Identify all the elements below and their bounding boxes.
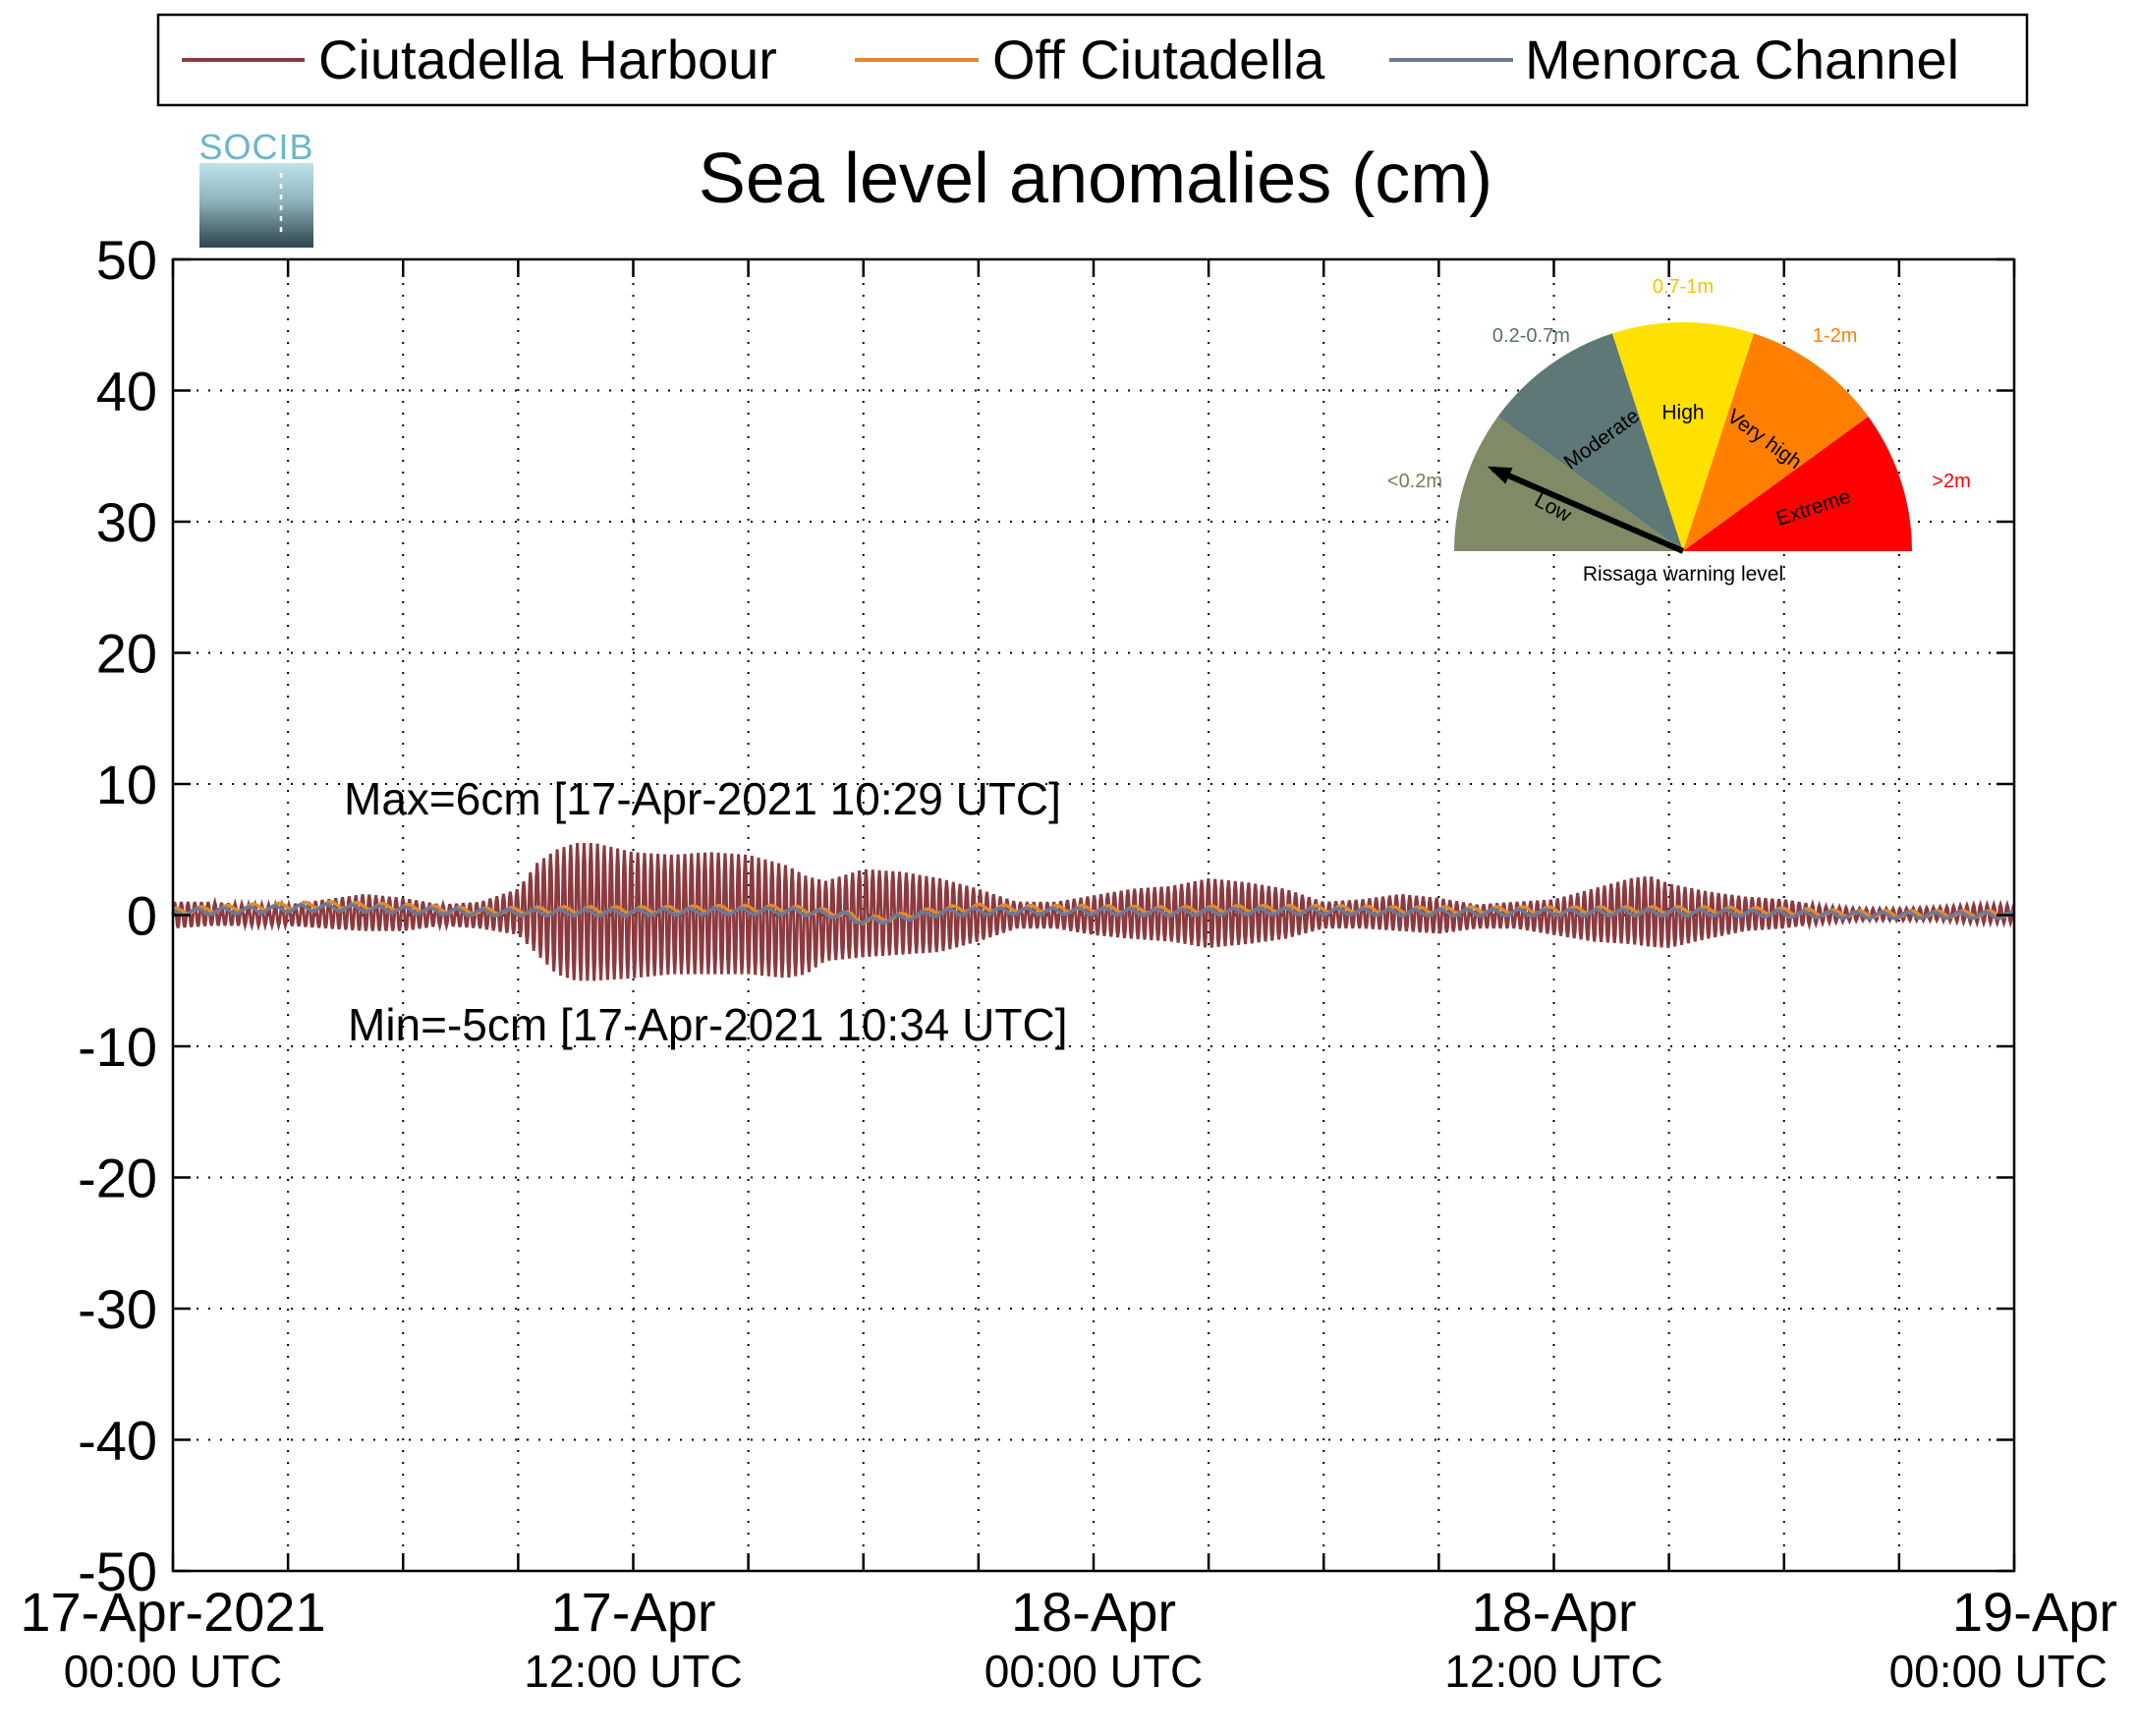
legend: Ciutadella Harbour Off Ciutadella Menorc… [156, 13, 2029, 107]
y-tick-label: 20 [96, 623, 157, 685]
min-annotation: Min=-5cm [17-Apr-2021 10:34 UTC] [348, 999, 1067, 1050]
series-line-menorca-channel [172, 902, 2015, 925]
x-tick-time: 00:00 UTC [1889, 1646, 2108, 1697]
grid [173, 259, 2014, 1571]
x-tick-time: 00:00 UTC [984, 1646, 1203, 1697]
chart-title: Sea level anomalies (cm) [699, 140, 1492, 218]
gauge-range-high: 0.7-1m [1653, 276, 1714, 298]
gauge-sector-high [1612, 321, 1754, 551]
x-tick-date: 17-Apr-2021 [20, 1581, 325, 1643]
gauge-needle-arrowhead [1487, 466, 1513, 484]
gauge-sector-very-high [1683, 333, 1869, 551]
gauge-range-moderate: 0.2-0.7m [1492, 325, 1570, 347]
y-tick-label: 40 [96, 361, 157, 422]
gauge-range-very-high: 1-2m [1813, 325, 1858, 347]
gauge-sector-moderate [1497, 333, 1683, 551]
x-tick-time: 00:00 UTC [64, 1646, 282, 1697]
gauge-sector-low [1454, 417, 1683, 551]
max-annotation: Max=6cm [17-Apr-2021 10:29 UTC] [344, 773, 1061, 824]
x-tick-time: 12:00 UTC [1444, 1646, 1662, 1697]
legend-box [156, 13, 2029, 107]
y-tick-label: -10 [78, 1016, 157, 1078]
series-line-ciutadella-harbour [171, 843, 2016, 981]
socib-logo-text: SOCIB [198, 127, 313, 167]
x-tick-date: 18-Apr [1471, 1581, 1636, 1643]
gauge-title: Rissaga warning level [1583, 563, 1783, 586]
series-layer [171, 843, 2016, 981]
y-tick-label: -50 [78, 1540, 157, 1602]
y-tick-label: -20 [78, 1148, 157, 1209]
x-tick-time: 12:00 UTC [524, 1646, 742, 1697]
gauge-range-extreme: >2m [1932, 471, 1970, 492]
y-tick-label: 50 [96, 229, 157, 291]
x-tick-date: 19-Apr [1952, 1581, 2117, 1643]
y-tick-label: 30 [96, 491, 157, 553]
axis-ticks [171, 257, 2016, 1573]
y-tick-labels: -50 -40 -30 -20 -10 0 10 20 30 40 50 [78, 229, 157, 1602]
x-tick-date: 18-Apr [1011, 1581, 1176, 1643]
y-tick-label: -30 [78, 1278, 157, 1340]
legend-label-menorca-channel: Menorca Channel [1525, 28, 1959, 90]
y-tick-label: -40 [78, 1410, 157, 1472]
legend-label-ciutadella-harbour: Ciutadella Harbour [318, 28, 777, 90]
legend-label-off-ciutadella: Off Ciutadella [992, 28, 1325, 90]
y-tick-label: 10 [96, 754, 157, 815]
socib-logo: SOCIB [198, 127, 313, 248]
x-tick-date: 17-Apr [550, 1581, 715, 1643]
gauge-range-low: <0.2m [1387, 471, 1442, 492]
gauge-needle [1491, 466, 1685, 554]
gauge-sector-extreme [1683, 417, 1912, 551]
socib-logo-image [199, 163, 313, 248]
gauge-sector-label-high: High [1661, 402, 1704, 424]
y-tick-label: 0 [127, 885, 157, 947]
